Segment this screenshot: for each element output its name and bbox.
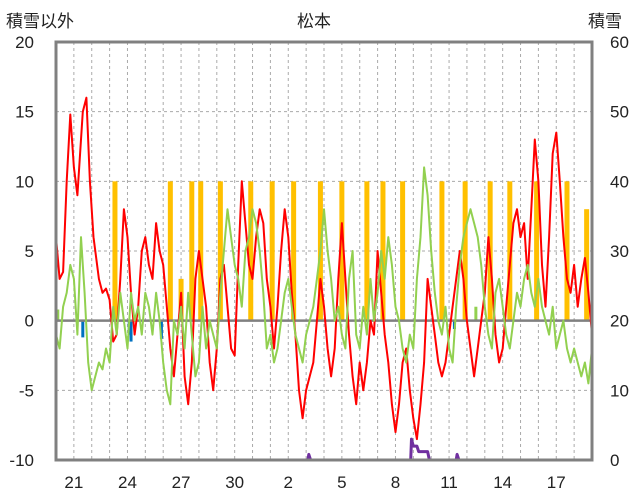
gold-bar bbox=[439, 181, 445, 321]
y-right-tick-label: 30 bbox=[610, 242, 629, 261]
y-right-tick-label: 60 bbox=[610, 33, 629, 52]
gold-bar bbox=[198, 181, 204, 321]
x-tick-label: 24 bbox=[118, 473, 137, 492]
gold-bar bbox=[364, 181, 370, 321]
gold-bar bbox=[167, 181, 173, 321]
blue-bar bbox=[81, 320, 85, 338]
y-left-tick-label: 5 bbox=[25, 242, 34, 261]
blue-bar bbox=[159, 320, 163, 339]
y-left-tick-label: 0 bbox=[25, 312, 34, 331]
gold-bar bbox=[507, 181, 513, 321]
y-right-tick-label: 40 bbox=[610, 172, 629, 191]
gold-bar bbox=[112, 181, 118, 321]
green-bar bbox=[474, 306, 478, 321]
x-tick-label: 30 bbox=[225, 473, 244, 492]
left-axis-title: 積雪以外 bbox=[6, 12, 74, 32]
x-tick-label: 2 bbox=[284, 473, 293, 492]
green-bar bbox=[56, 309, 60, 321]
y-right-tick-label: 0 bbox=[610, 451, 619, 470]
gold-bar bbox=[534, 181, 540, 321]
gold-bar bbox=[217, 181, 223, 321]
y-right-tick-label: 20 bbox=[610, 312, 629, 331]
gold-bar bbox=[400, 181, 406, 321]
series-line-red bbox=[55, 96, 593, 441]
y-left-tick-label: -5 bbox=[19, 381, 34, 400]
y-right-tick-label: 50 bbox=[610, 103, 629, 122]
x-tick-label: 14 bbox=[493, 473, 512, 492]
gold-bar bbox=[380, 181, 386, 321]
chart-title: 松本 bbox=[297, 12, 331, 32]
x-tick-label: 21 bbox=[64, 473, 83, 492]
gold-bar bbox=[291, 181, 297, 321]
x-tick-label: 11 bbox=[440, 473, 458, 492]
y-left-tick-label: -10 bbox=[9, 451, 34, 470]
series-line-green bbox=[55, 166, 593, 406]
blue-bar bbox=[129, 320, 133, 342]
gold-bar bbox=[564, 181, 570, 321]
gold-bar bbox=[462, 181, 468, 321]
y-right-tick-label: 10 bbox=[610, 381, 629, 400]
right-axis-title: 積雪 bbox=[588, 12, 622, 32]
gold-bar bbox=[248, 181, 254, 321]
gold-bar bbox=[189, 181, 195, 321]
y-left-tick-label: 15 bbox=[15, 103, 34, 122]
y-left-tick-label: 20 bbox=[15, 33, 34, 52]
x-tick-label: 27 bbox=[172, 473, 191, 492]
gold-bar bbox=[269, 181, 275, 321]
gold-bar bbox=[584, 209, 590, 321]
y-left-tick-label: 10 bbox=[15, 172, 34, 191]
x-tick-label: 8 bbox=[391, 473, 400, 492]
series-line-purple bbox=[56, 437, 592, 462]
x-tick-label: 17 bbox=[547, 473, 566, 492]
gold-bar bbox=[339, 181, 345, 321]
x-tick-label: 5 bbox=[337, 473, 346, 492]
plot-frame bbox=[54, 40, 594, 462]
